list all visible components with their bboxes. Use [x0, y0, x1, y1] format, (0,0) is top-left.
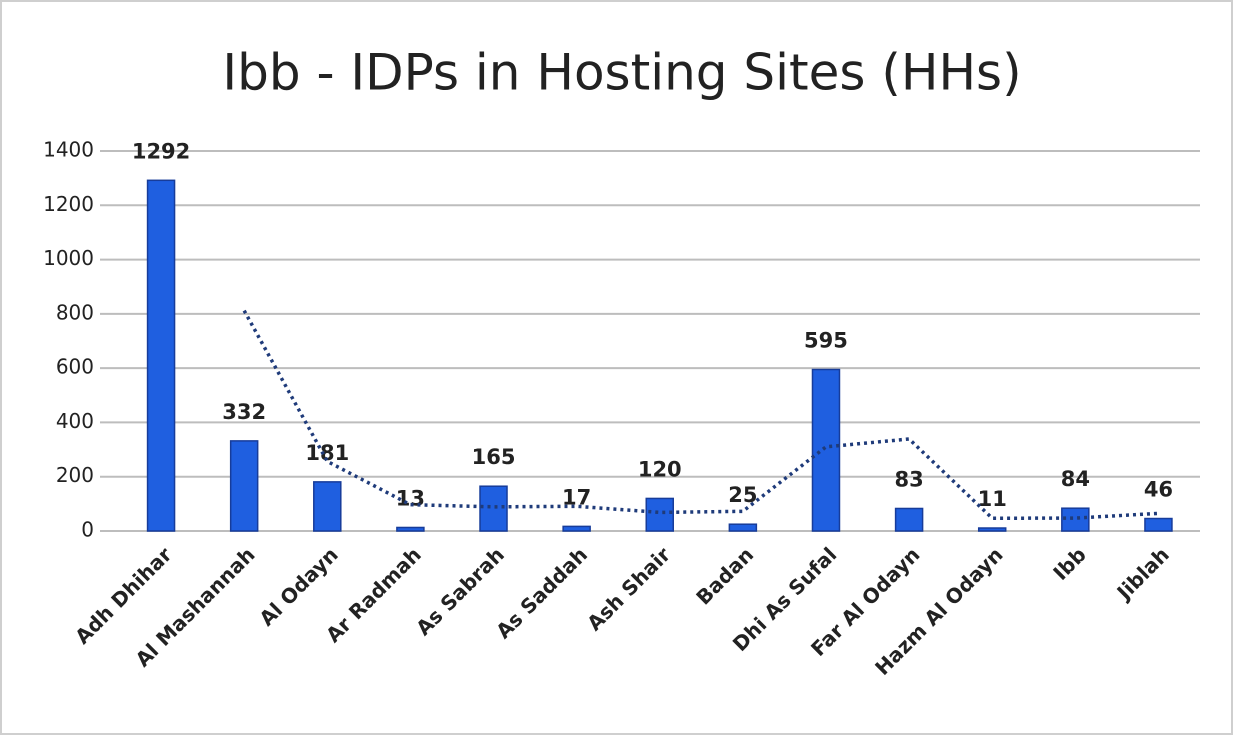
bar [728, 523, 758, 532]
y-tick-label: 1200 [43, 192, 94, 216]
bar [894, 507, 924, 532]
bar [562, 525, 591, 532]
y-tick-label: 200 [56, 463, 94, 487]
y-tick-label: 0 [81, 518, 94, 542]
value-label: 1292 [132, 139, 190, 163]
y-tick-label: 600 [56, 355, 94, 379]
bar [146, 179, 176, 532]
y-tick-label: 400 [56, 409, 94, 433]
bar [645, 497, 674, 532]
bar [479, 485, 508, 532]
y-tick-label: 1400 [43, 138, 94, 162]
value-label: 83 [894, 467, 923, 491]
y-tick-label: 800 [56, 300, 94, 324]
bar [811, 368, 841, 532]
y-tick-label: 1000 [43, 246, 94, 270]
value-label: 120 [638, 457, 682, 481]
bar [1144, 517, 1173, 532]
value-label: 181 [305, 441, 349, 465]
bar [1061, 507, 1090, 532]
value-label: 11 [978, 487, 1007, 511]
value-label: 84 [1061, 467, 1090, 491]
value-label: 332 [222, 400, 266, 424]
bar [396, 526, 425, 532]
value-label: 595 [804, 329, 848, 353]
value-label: 46 [1144, 478, 1173, 502]
value-label: 165 [472, 445, 516, 469]
chart-title: Ibb - IDPs in Hosting Sites (HHs) [222, 44, 1021, 102]
bar [977, 527, 1007, 532]
bar [313, 481, 342, 532]
bar [229, 440, 259, 532]
